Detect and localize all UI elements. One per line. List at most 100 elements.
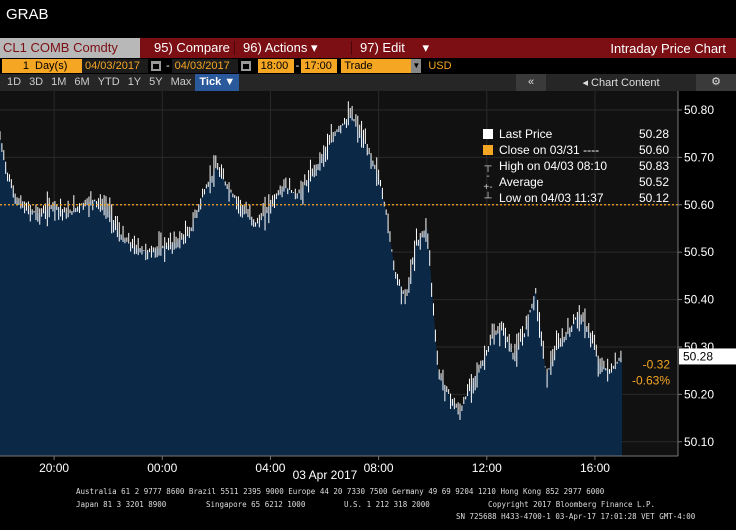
y-tick-label: 50.80 [684, 103, 714, 117]
chart-legend: Last Price 50.28 Close on 03/31 ---- 50.… [469, 126, 669, 210]
legend-value: 50.83 [638, 159, 669, 173]
chevron-down-icon: ▼ [224, 76, 236, 88]
date-separator: - [166, 60, 170, 72]
range-1m-button[interactable]: 1M [51, 76, 67, 88]
tick-bars [0, 101, 622, 420]
legend-value: 50.60 [638, 143, 669, 157]
legend-last-price[interactable]: Last Price 50.28 [469, 126, 669, 142]
x-tick-label: 00:00 [147, 461, 177, 475]
legend-value: 50.52 [638, 175, 669, 189]
start-time-field[interactable]: 18:00 [257, 59, 294, 73]
last-price-swatch [483, 129, 493, 139]
change-value: -0.32 [643, 357, 671, 371]
range-1d-button[interactable]: 1D [7, 76, 22, 88]
legend-label: Close on 03/31 ---- [499, 143, 633, 157]
range-5y-button[interactable]: 5Y [149, 76, 163, 88]
range-1y-button[interactable]: 1Y [127, 76, 142, 88]
price-chart[interactable]: 50.1050.2050.3050.4050.5050.6050.7050.80… [0, 91, 736, 506]
average-marker-icon: -+- [483, 171, 493, 193]
x-tick-label: 16:00 [580, 461, 610, 475]
divider [234, 41, 235, 55]
actions-menu[interactable]: 96) Actions ▾ [235, 38, 351, 58]
end-time-field[interactable]: 17:00 [301, 59, 338, 73]
x-tick-label: 12:00 [472, 461, 502, 475]
calendar-icon[interactable] [240, 61, 251, 71]
footer-copyright: Copyright 2017 Bloomberg Finance L.P. [488, 500, 656, 509]
y-tick-label: 50.40 [684, 293, 714, 307]
calendar-icon[interactable] [151, 61, 161, 71]
legend-label: Last Price [499, 127, 553, 141]
collapse-icon[interactable]: « [516, 74, 546, 91]
time-separator: - [295, 60, 300, 72]
period-count-field[interactable]: 1 [2, 59, 32, 73]
legend-close[interactable]: Close on 03/31 ---- 50.60 [469, 142, 669, 158]
change-percent: -0.63% [632, 373, 670, 387]
price-tags: 50.28 -0.32 -0.63% [632, 348, 736, 387]
chevron-left-icon: ◂ [582, 77, 588, 89]
y-tick-label: 50.70 [684, 150, 714, 164]
compare-label: Compare [176, 40, 230, 55]
legend-label: High on 04/03 08:10 [499, 159, 608, 173]
y-tick-label: 50.60 [684, 198, 714, 212]
actions-label: Actions [264, 40, 308, 55]
legend-label: Average [499, 175, 544, 189]
chart-title: Intraday Price Chart [610, 40, 726, 56]
legend-value: 50.12 [638, 191, 669, 205]
end-date-field[interactable]: 04/03/2017 [171, 59, 238, 73]
y-tick-label: 50.10 [684, 435, 714, 449]
price-area [0, 114, 622, 456]
chart-content-label: Chart Content [591, 77, 660, 89]
range-3d-button[interactable]: 3D [29, 76, 44, 88]
footer-line-1: Australia 61 2 9777 8600 Brazil 5511 239… [76, 487, 605, 496]
command-bar: CL1 COMB Comdty 95) Compare 96) Actions … [0, 38, 736, 58]
y-tick-label: 50.20 [684, 387, 714, 401]
low-marker-icon: ┴ [484, 192, 492, 204]
currency-label: USD [428, 60, 452, 72]
compare-number: 95) [154, 40, 173, 55]
legend-average[interactable]: -+- Average 50.52 [469, 171, 669, 193]
x-axis: 20:00 00:00 04:00 08:00 12:00 16:00 [0, 455, 678, 475]
footer-line-2-mid: Singapore 65 6212 1000 [206, 500, 306, 509]
last-price-tag-box [679, 348, 736, 365]
close-label-text: Close on 03/31 [499, 143, 580, 157]
close-dashes: ---- [583, 143, 600, 157]
compare-button[interactable]: 95) Compare [146, 38, 234, 58]
tick-label: Tick [199, 76, 222, 88]
legend-high[interactable]: ┬ High on 04/03 08:10 50.83 [469, 158, 669, 174]
edit-menu[interactable]: 97) Edit ▾ [352, 38, 452, 58]
actions-number: 96) [243, 40, 262, 55]
y-tick-label: 50.50 [684, 245, 714, 259]
ticker-field[interactable]: CL1 COMB Comdty [0, 38, 140, 58]
date-label: 03 Apr 2017 [293, 468, 358, 482]
app-title: GRAB [6, 6, 49, 23]
x-tick-label: 20:00 [39, 461, 69, 475]
period-unit-field[interactable]: Day(s) [32, 59, 82, 73]
range-6m-button[interactable]: 6M [74, 76, 90, 88]
chevron-down-icon: ▾ [310, 40, 318, 55]
edit-number: 97) [360, 40, 379, 55]
legend-value: 50.28 [638, 127, 669, 141]
footer-session-line: SN 725688 H433-4700-1 03-Apr-17 17:01:28… [456, 512, 696, 521]
range-bar: 1D 3D 1M 6M YTD 1Y 5Y Max Tick ▼ « ◂ Cha… [0, 74, 736, 91]
edit-label: Edit [382, 40, 405, 55]
last-price-tag: 50.28 [683, 349, 713, 363]
footer-line-2-left: Japan 81 3 3201 8900 [76, 500, 167, 509]
footer-line-2-mid2: U.S. 1 212 318 2000 [344, 500, 430, 509]
window-titlebar: GRAB [0, 0, 736, 38]
start-date-field[interactable]: 04/03/2017 [82, 59, 148, 73]
legend-label: Low on 04/03 11:37 [499, 191, 604, 205]
x-tick-label: 08:00 [364, 461, 394, 475]
chevron-down-icon[interactable]: ▼ [411, 59, 422, 73]
close-swatch [483, 145, 493, 155]
range-max-button[interactable]: Max [170, 76, 192, 88]
legend-low[interactable]: ┴ Low on 04/03 11:37 50.12 [469, 190, 669, 206]
params-bar: 1 Day(s) 04/03/2017 - 04/03/2017 18:00 -… [0, 58, 736, 74]
chart-content-button[interactable]: ◂ Chart Content [546, 76, 696, 89]
range-ytd-button[interactable]: YTD [97, 76, 120, 88]
gear-icon[interactable]: ⚙ [696, 74, 736, 91]
high-marker-icon: ┬ [484, 160, 492, 172]
divider [351, 41, 352, 55]
event-select[interactable]: Trade [341, 59, 412, 73]
tick-button[interactable]: Tick ▼ [195, 74, 240, 91]
